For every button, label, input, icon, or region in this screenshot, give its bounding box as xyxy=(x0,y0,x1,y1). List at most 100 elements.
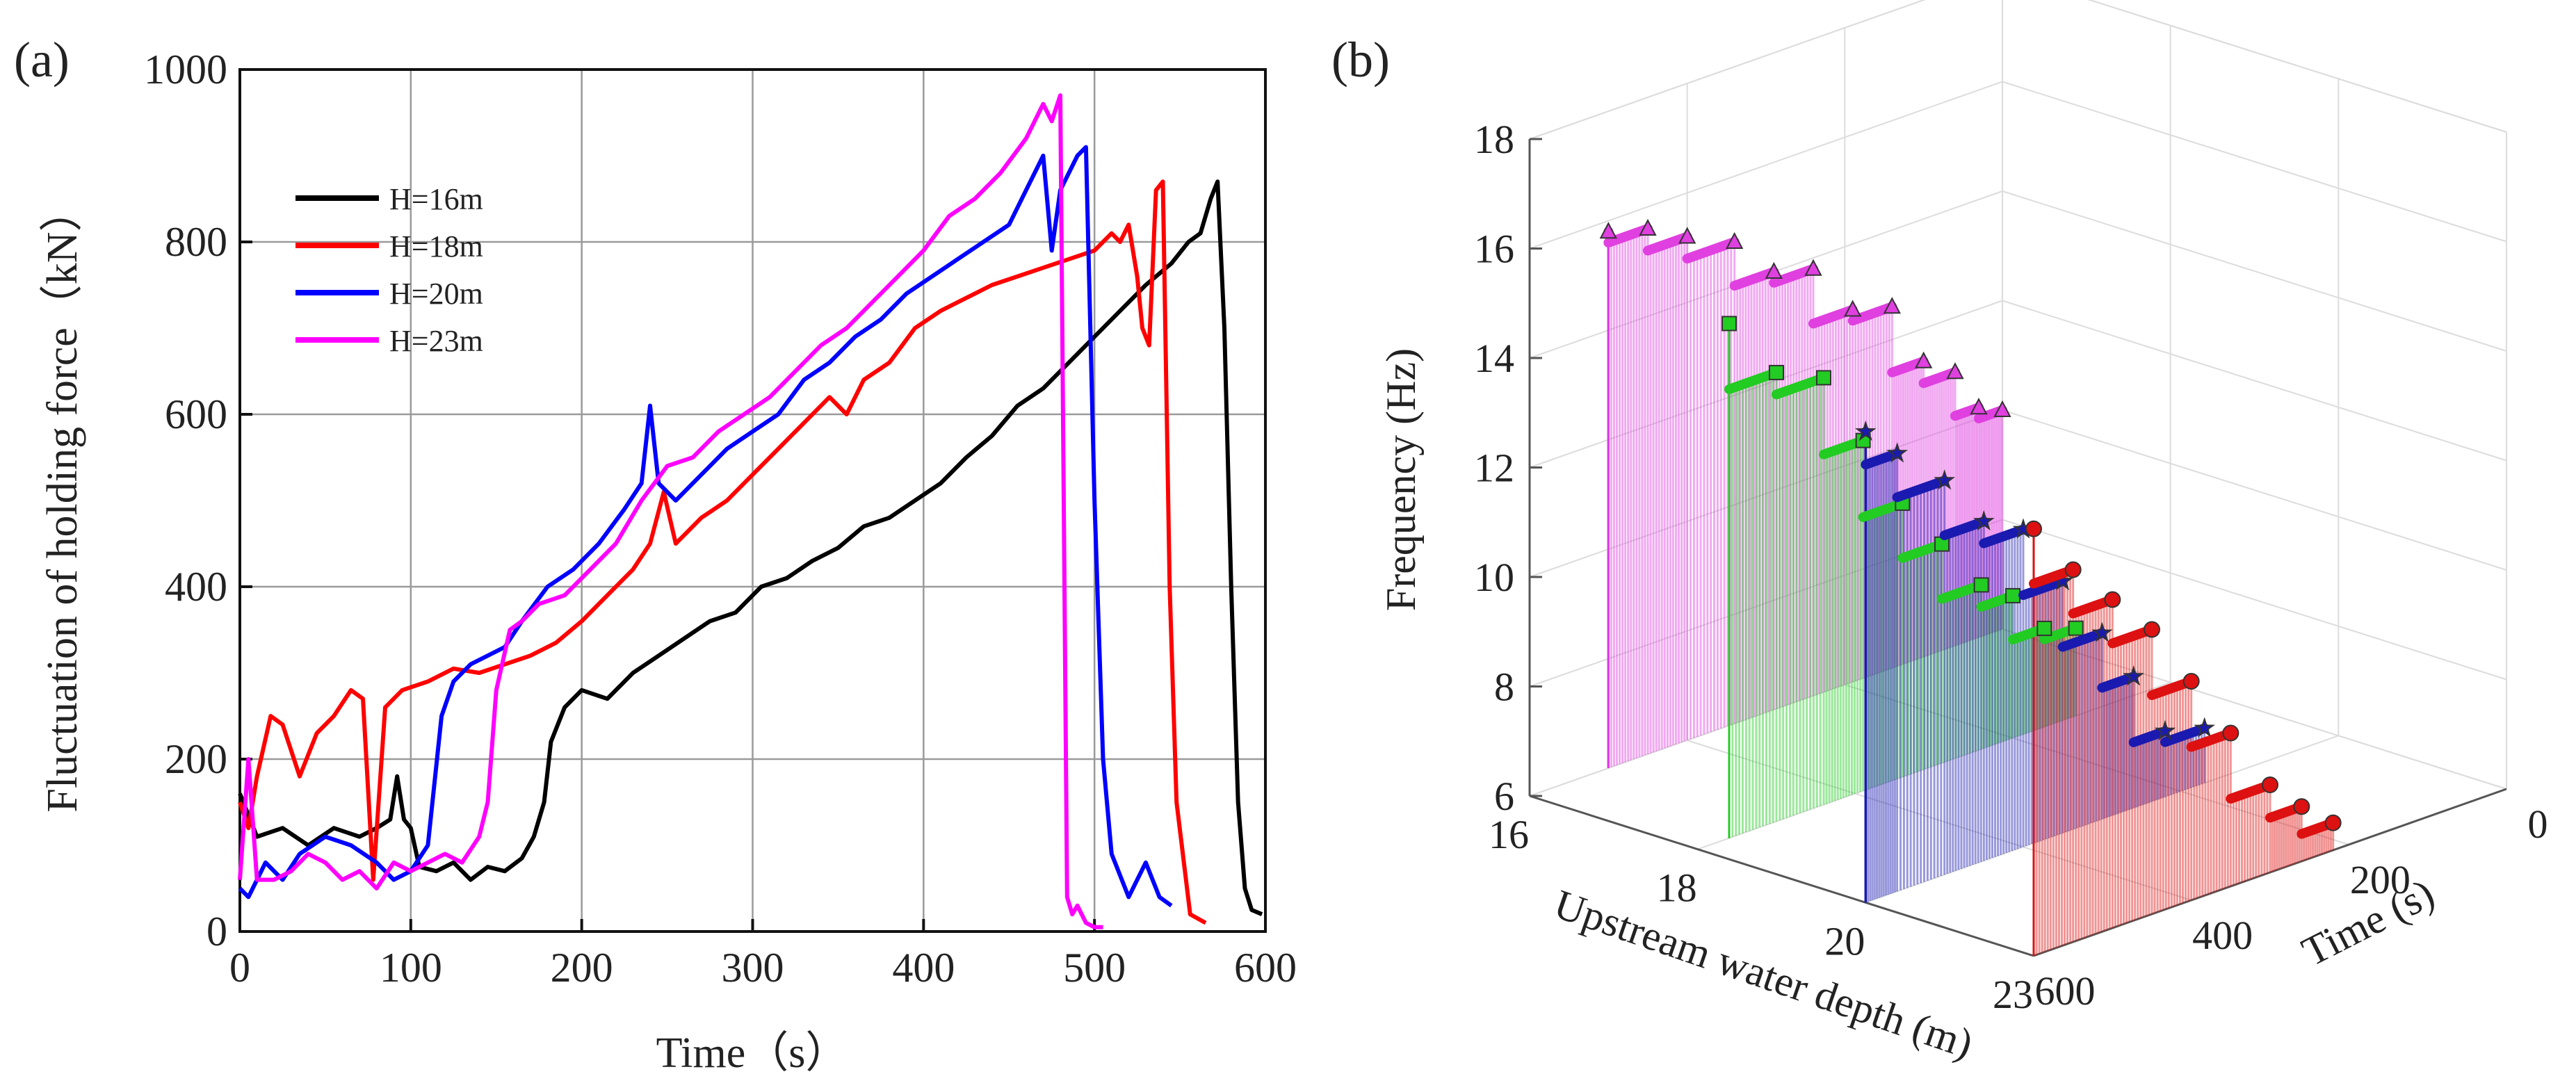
marker-h-16m-10 xyxy=(1639,218,1657,236)
plateau-h-20m-8 xyxy=(1861,448,1902,470)
depth-tick-label-23: 23 xyxy=(1993,972,2033,1017)
panel-a-ticks: 0 100 200 300 400 500 600 0 200 400 600 800 1000 xyxy=(144,47,1297,991)
plateau-h-20m-6 xyxy=(1939,516,1989,541)
box-top-edges xyxy=(1529,0,2507,140)
marker-h-18m-2 xyxy=(2005,587,2020,603)
panel-b-z-axis-label: Frequency (Hz) xyxy=(1378,348,1424,611)
marker-h-16m-11 xyxy=(1599,222,1617,239)
plateau-h-20m-1 xyxy=(2128,726,2170,747)
marker-h-16m-3 xyxy=(1915,351,1933,368)
x-tick-label-300: 300 xyxy=(722,945,784,991)
marker-h-23m-0 xyxy=(2324,814,2342,831)
legend-label-3: H=20m xyxy=(389,277,483,311)
wall-left-grid-18 xyxy=(1529,0,1926,140)
floor-depth-grid-16 xyxy=(1529,628,2003,797)
panel-b-label: (b) xyxy=(1331,32,1390,88)
time-tick-label-0: 0 xyxy=(2528,802,2548,847)
marker-h-20m-8 xyxy=(1886,442,1909,463)
wall-back-grid-8 xyxy=(2002,519,2507,681)
marker-h-16m-1 xyxy=(1970,398,1988,415)
z-tick-label-12: 12 xyxy=(1474,446,1514,491)
floor-depth-grid-20 xyxy=(1865,735,2339,904)
y-tick-label-800: 800 xyxy=(165,219,227,265)
y-tick-label-600: 600 xyxy=(165,391,227,437)
plateau-h-16m-10 xyxy=(1603,224,1653,247)
marker-h-16m-4 xyxy=(1883,297,1901,314)
legend-label-4: H=23m xyxy=(389,324,483,358)
z-tick-label-18: 18 xyxy=(1474,117,1514,162)
marker-h-18m-9 xyxy=(1722,316,1737,332)
plateau-h-16m-7 xyxy=(1729,267,1779,291)
floor-time-grid-200 xyxy=(1845,684,2349,845)
time-axis-line xyxy=(2033,788,2507,957)
series-line-h-18m xyxy=(238,179,1207,925)
marker-h-18m-7 xyxy=(1816,370,1831,386)
panel-a-label: (a) xyxy=(14,32,70,88)
marker-h-16m-8 xyxy=(1726,231,1744,249)
marker-h-16m-6 xyxy=(1804,259,1822,276)
depth-tick-label-16: 16 xyxy=(1489,812,1529,857)
z-tick-label-16: 16 xyxy=(1474,227,1514,272)
marker-h-18m-1 xyxy=(2036,620,2052,636)
panel-a-legend: H=16m H=18m H=20m H=23m xyxy=(295,182,483,358)
plateau-h-16m-6 xyxy=(1769,263,1818,288)
plateau-h-20m-5 xyxy=(1979,524,2028,548)
plateau-h-20m-4 xyxy=(2018,576,2068,601)
plateau-h-20m-0 xyxy=(2160,723,2210,747)
plateau-h-16m-9 xyxy=(1643,231,1692,256)
marker-h-23m-2 xyxy=(2262,776,2278,793)
y-tick-label-0: 0 xyxy=(206,909,227,954)
panel-b-x-axis-label: Upstream water depth (m) xyxy=(1548,881,1979,1067)
x-tick-label-600: 600 xyxy=(1234,945,1297,991)
floor-depth-grid-18 xyxy=(1697,681,2171,850)
marker-h-18m-3 xyxy=(1973,577,1989,593)
marker-h-18m-8 xyxy=(1769,364,1784,380)
series-line-h-16m xyxy=(238,179,1263,916)
marker-h-20m-9 xyxy=(1854,420,1877,441)
x-tick-label-500: 500 xyxy=(1063,945,1126,991)
time-tick-label-200: 200 xyxy=(2350,857,2411,902)
y-tick-label-200: 200 xyxy=(165,736,227,782)
marker-h-16m-9 xyxy=(1678,227,1696,244)
panel-a-y-axis-label: Fluctuation of holding force（kN） xyxy=(39,188,86,812)
z-tick-label-10: 10 xyxy=(1474,555,1514,600)
plateau-h-16m-4 xyxy=(1847,302,1897,326)
depth-axis-line xyxy=(1529,795,2034,957)
z-tick-label-6: 6 xyxy=(1494,774,1514,819)
depth-tick-label-20: 20 xyxy=(1824,918,1865,963)
panel-a: (a) 0 100 200 300 400 500 600 0 200 400 600 800 1000… xyxy=(14,32,1297,1077)
marker-h-16m-0 xyxy=(1993,400,2011,417)
plateau-h-16m-5 xyxy=(1808,304,1858,329)
panel-b-markers xyxy=(1599,218,2342,839)
wall-back-grid-14 xyxy=(2002,190,2507,352)
marker-h-20m-6 xyxy=(1972,510,1995,531)
panel-b: (b) 6 8 10 12 14 16 18 16 18 20 23 0 200 400 600 Frequ… xyxy=(1331,0,2548,1067)
marker-h-20m-1 xyxy=(2154,719,2176,741)
y-tick-label-400: 400 xyxy=(165,564,227,610)
marker-h-23m-4 xyxy=(2182,673,2200,690)
marker-h-20m-3 xyxy=(2091,621,2113,642)
wall-left-grid-12 xyxy=(1529,300,2003,469)
plateau-h-20m-7 xyxy=(1892,475,1950,503)
panel-a-x-axis-label: Time（s） xyxy=(656,1030,849,1077)
time-tick-label-600: 600 xyxy=(2035,968,2096,1014)
plateau-h-16m-8 xyxy=(1682,237,1740,263)
wall-back-grid-12 xyxy=(2002,300,2507,462)
depth-tick-label-18: 18 xyxy=(1657,865,1697,911)
marker-h-23m-5 xyxy=(2144,621,2160,638)
time-tick-label-400: 400 xyxy=(2192,913,2253,958)
series-line-h-23m xyxy=(238,93,1103,929)
marker-h-20m-7 xyxy=(1934,469,1956,490)
wall-left-grid-16 xyxy=(1529,81,2003,250)
legend-label-2: H=18m xyxy=(389,229,483,263)
z-tick-label-8: 8 xyxy=(1494,665,1514,710)
marker-h-16m-5 xyxy=(1844,300,1862,317)
x-tick-label-0: 0 xyxy=(229,945,250,991)
wall-back-grid-10 xyxy=(2002,409,2507,571)
plateau-h-18m-8 xyxy=(1724,367,1781,394)
series-line-h-20m xyxy=(238,145,1173,908)
panel-a-series xyxy=(238,93,1263,929)
marker-h-16m-2 xyxy=(1946,362,1964,380)
marker-h-23m-7 xyxy=(2064,561,2082,578)
wall-left-grid-10 xyxy=(1529,409,2003,578)
